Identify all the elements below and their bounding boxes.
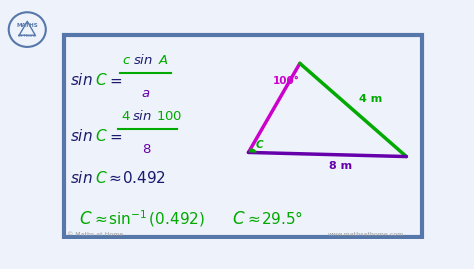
Text: $\mathit{C}$: $\mathit{C}$ [95, 170, 108, 186]
Text: $\approx\!0.492$: $\approx\!0.492$ [106, 170, 166, 186]
Text: $=$: $=$ [107, 128, 123, 143]
Text: C: C [256, 140, 264, 150]
Text: $=$: $=$ [107, 72, 123, 87]
FancyBboxPatch shape [64, 35, 422, 237]
Text: $4$: $4$ [121, 110, 131, 123]
Text: © Maths at Home: © Maths at Home [66, 232, 123, 237]
Text: $\mathit{A}$: $\mathit{A}$ [158, 54, 169, 67]
Text: $\approx\!29.5°$: $\approx\!29.5°$ [245, 210, 303, 227]
Text: $\mathit{C}$: $\mathit{C}$ [232, 210, 246, 228]
Text: $8$: $8$ [142, 143, 151, 156]
Text: 100°: 100° [272, 76, 299, 86]
Text: $\approx\!\sin^{-1}(0.492)$: $\approx\!\sin^{-1}(0.492)$ [91, 208, 204, 229]
Text: MATHS: MATHS [17, 23, 38, 28]
Text: at Home: at Home [18, 34, 36, 38]
Text: www.mathsathome.com: www.mathsathome.com [328, 232, 404, 237]
Text: 4 m: 4 m [359, 94, 382, 104]
Text: $\mathit{sin}$: $\mathit{sin}$ [70, 128, 93, 144]
Text: $\mathit{sin}$: $\mathit{sin}$ [132, 109, 152, 123]
Text: $\mathit{c}$: $\mathit{c}$ [122, 54, 132, 67]
Text: $\mathit{a}$: $\mathit{a}$ [141, 87, 150, 100]
Text: $\mathit{sin}$: $\mathit{sin}$ [70, 170, 93, 186]
Text: 8 m: 8 m [329, 161, 352, 171]
Text: $\mathit{sin}$: $\mathit{sin}$ [70, 72, 93, 88]
Text: $\mathit{sin}$: $\mathit{sin}$ [133, 53, 153, 67]
Text: $100$: $100$ [156, 110, 182, 123]
Text: $\mathit{C}$: $\mathit{C}$ [95, 72, 108, 88]
Wedge shape [248, 148, 256, 153]
Text: $\mathit{C}$: $\mathit{C}$ [80, 210, 93, 228]
Text: $\mathit{C}$: $\mathit{C}$ [95, 128, 108, 144]
